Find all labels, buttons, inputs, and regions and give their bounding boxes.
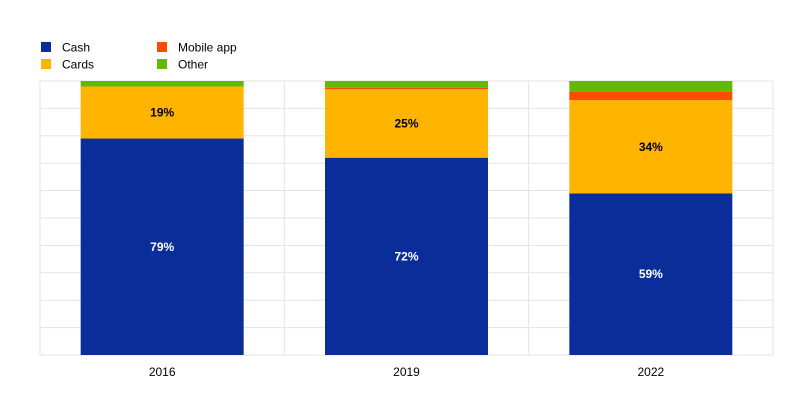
bar-segment-mobile-app-2022 bbox=[569, 91, 733, 101]
data-label-cards-2019: 25% bbox=[394, 116, 418, 130]
x-axis: 2016 2019 2022 bbox=[149, 365, 665, 379]
bar-segment-cash-2022 bbox=[569, 193, 733, 355]
legend-label-other: Other bbox=[178, 58, 208, 72]
legend-label-mobile-app: Mobile app bbox=[178, 41, 237, 55]
bar-segment-cards-2019 bbox=[325, 89, 488, 158]
data-label-cash-2019: 72% bbox=[394, 249, 418, 263]
bar-segment-cash-2019 bbox=[325, 157, 488, 355]
chart-data-labels: 79% 19% 72% 25% 59% 34% bbox=[150, 106, 663, 282]
data-label-cards-2022: 34% bbox=[639, 140, 663, 154]
bar-segment-cash-2016 bbox=[80, 138, 244, 355]
legend-swatch-cash bbox=[41, 42, 51, 52]
x-tick-label-2022: 2022 bbox=[637, 365, 664, 379]
bar-segment-other-2019 bbox=[325, 81, 488, 88]
data-label-cash-2022: 59% bbox=[639, 267, 663, 281]
bar-segment-other-2022 bbox=[569, 81, 733, 92]
legend-swatch-other bbox=[157, 59, 167, 69]
chart-legend: Cash Cards Mobile app Other bbox=[41, 41, 237, 72]
bar-segment-other-2016 bbox=[80, 81, 244, 87]
bar-segment-cards-2016 bbox=[80, 86, 244, 139]
x-tick-label-2019: 2019 bbox=[393, 365, 420, 379]
data-label-cards-2016: 19% bbox=[150, 106, 174, 120]
bar-segment-cards-2022 bbox=[569, 100, 733, 194]
legend-label-cards: Cards bbox=[62, 58, 94, 72]
legend-swatch-mobile-app bbox=[157, 42, 167, 52]
x-tick-label-2016: 2016 bbox=[149, 365, 176, 379]
data-label-cash-2016: 79% bbox=[150, 240, 174, 254]
chart-bars bbox=[80, 81, 733, 355]
bar-segment-mobile-app-2019 bbox=[325, 87, 488, 90]
legend-swatch-cards bbox=[41, 59, 51, 69]
legend-label-cash: Cash bbox=[62, 41, 90, 55]
